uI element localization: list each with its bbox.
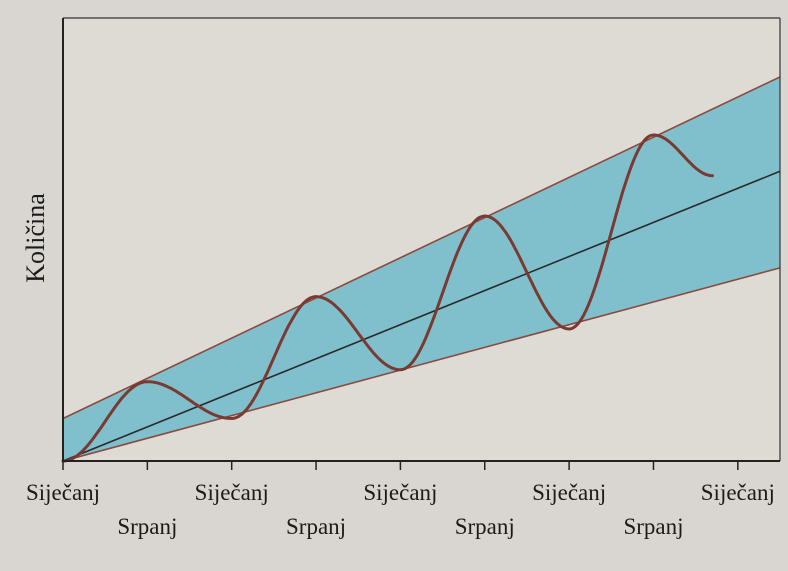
x-tick-label: Srpanj — [286, 514, 346, 539]
frame-layer — [62, 17, 781, 462]
labels-layer: Siječanj Srpanj Siječanj Srpanj Siječanj Srpa… — [26, 480, 775, 539]
x-tick-label: Siječanj — [701, 480, 775, 505]
x-tick-label: Siječanj — [363, 480, 437, 505]
x-tick-label: Srpanj — [455, 514, 515, 539]
lines-layer — [61, 76, 781, 463]
ticks-layer — [62, 461, 739, 470]
seasonal-curve — [61, 133, 714, 463]
x-tick-label: Siječanj — [195, 480, 269, 505]
x-tick-label: Siječanj — [532, 480, 606, 505]
trend-line — [62, 170, 781, 462]
lower-bound-line — [62, 267, 781, 462]
x-tick-label: Srpanj — [117, 514, 177, 539]
band-layer — [63, 76, 780, 461]
band-area — [63, 76, 780, 461]
upper-bound-line — [62, 76, 781, 420]
x-tick-label: Srpanj — [623, 514, 683, 539]
y-axis-label: Količina — [21, 193, 50, 283]
x-tick-label: Siječanj — [26, 480, 100, 505]
